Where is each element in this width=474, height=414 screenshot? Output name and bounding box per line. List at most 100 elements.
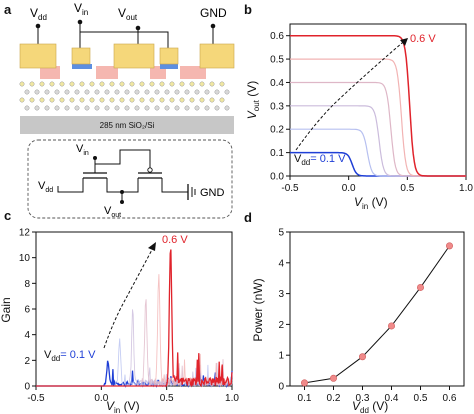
lattice-atom bbox=[124, 89, 130, 95]
lattice-atom bbox=[174, 89, 180, 95]
power-point-0.6 bbox=[445, 242, 453, 250]
lattice-atom bbox=[54, 89, 60, 95]
annotation-low-sub-b: dd bbox=[301, 158, 310, 167]
lattice-atom bbox=[64, 89, 70, 95]
circuit-diagram: Vin Vdd Vout GND bbox=[27, 139, 233, 219]
lattice-atom bbox=[179, 97, 185, 103]
panel-b-xtick-label: 1.0 bbox=[459, 183, 473, 194]
power-line bbox=[304, 245, 450, 384]
lattice-atom bbox=[204, 89, 210, 95]
panel-c-ytick-label: 6 bbox=[24, 305, 30, 316]
lattice-atom bbox=[69, 81, 75, 87]
lattice-atom bbox=[74, 105, 80, 111]
panel-c-ytick-label: 4 bbox=[24, 330, 30, 341]
svg-text:Vin: Vin bbox=[76, 143, 89, 157]
lattice-atom bbox=[79, 81, 85, 87]
circuit-vdd-label: V bbox=[38, 180, 46, 192]
channel-layers bbox=[40, 66, 206, 79]
substrate-label: 285 nm SiO₂/Si bbox=[100, 121, 155, 130]
panel-d-xtick-label: 0.6 bbox=[443, 393, 457, 404]
panel-d-plot bbox=[300, 242, 453, 387]
annotation-low-b: = 0.1 V bbox=[310, 153, 346, 165]
power-point-0.1 bbox=[300, 379, 308, 387]
lattice-atom bbox=[109, 97, 115, 103]
lattice-atom bbox=[134, 105, 140, 111]
panel-d-frame bbox=[289, 231, 465, 387]
lattice-atom bbox=[159, 97, 165, 103]
xlabel-d: V bbox=[352, 399, 361, 413]
svg-text:Vdd= 0.1 V: Vdd= 0.1 V bbox=[294, 153, 346, 167]
lattice-atom bbox=[184, 105, 190, 111]
svg-text:Vdd: Vdd bbox=[30, 6, 47, 22]
terminal-vin-label: V bbox=[74, 1, 82, 15]
terminal-vout-sub: out bbox=[126, 13, 138, 22]
lattice-atom bbox=[104, 89, 110, 95]
panel-d-xtick-label: 0.3 bbox=[356, 393, 370, 404]
circuit-vout-label: V bbox=[104, 205, 112, 217]
vtc-curve-vdd-0.6 bbox=[290, 34, 466, 177]
lattice-atom bbox=[104, 105, 110, 111]
annotation-low-sub-c: dd bbox=[51, 354, 60, 363]
lattice-atom bbox=[74, 89, 80, 95]
panel-c-ytick-label: 8 bbox=[24, 279, 30, 290]
lattice-atom bbox=[59, 81, 65, 87]
terminal-vdd-label: V bbox=[30, 6, 38, 20]
lattice-atom bbox=[64, 105, 70, 111]
lattice-atom bbox=[54, 105, 60, 111]
trend-arrowhead-c bbox=[148, 242, 156, 251]
panel-d-xtick-label: 0.1 bbox=[298, 393, 312, 404]
panel-b-xtick-label: 0.0 bbox=[342, 183, 356, 194]
panel-b-ytick-label: 0.5 bbox=[270, 55, 284, 66]
lattice-atom bbox=[129, 81, 135, 87]
annotation-low-prefix-c: V bbox=[44, 349, 52, 361]
xlabel-unit-b: (V) bbox=[368, 195, 387, 209]
lattice-atom bbox=[169, 97, 175, 103]
ylabel-b: V bbox=[245, 110, 259, 119]
lattice-atom bbox=[154, 105, 160, 111]
lattice-atom bbox=[209, 81, 215, 87]
lattice-atom bbox=[119, 97, 125, 103]
svg-text:Vdd= 0.1 V: Vdd= 0.1 V bbox=[44, 349, 96, 363]
svg-text:Vout: Vout bbox=[118, 6, 138, 22]
lattice-atom bbox=[199, 97, 205, 103]
circuit-vin-sub: in bbox=[83, 150, 89, 157]
lattice-atom bbox=[219, 97, 225, 103]
annotation-high-b: 0.6 V bbox=[410, 33, 436, 45]
panel-c-ytick-label: 0 bbox=[24, 382, 30, 393]
svg-text:Vout (V): Vout (V) bbox=[245, 81, 261, 119]
lattice-atom bbox=[29, 81, 35, 87]
xlabel-unit-d: (V) bbox=[369, 399, 388, 413]
lattice-atom bbox=[124, 105, 130, 111]
ylabel-sub-b: out bbox=[252, 99, 261, 111]
panel-b-xtick-label: -0.5 bbox=[281, 183, 299, 194]
panel-c-curves bbox=[36, 249, 233, 388]
ylabel-d: Power (nW) bbox=[251, 278, 265, 341]
lattice-atom bbox=[59, 97, 65, 103]
lattice-atom bbox=[79, 97, 85, 103]
lattice-atom bbox=[19, 81, 25, 87]
gain-curve-vdd-0.6 bbox=[36, 249, 233, 388]
lattice-atom bbox=[214, 105, 220, 111]
svg-text:Vin: Vin bbox=[74, 1, 88, 17]
panel-c-ytick-label: 2 bbox=[24, 356, 30, 367]
panel-b-ytick-label: 0.2 bbox=[270, 125, 284, 136]
panel-label-c: c bbox=[4, 208, 11, 223]
atomic-lattice bbox=[19, 81, 230, 111]
lattice-atom bbox=[89, 81, 95, 87]
panel-label-d: d bbox=[244, 210, 252, 225]
panel-b: b -0.5 0.0 0.5 1.00.00.10.20.30.40.50.6 0.6… bbox=[244, 2, 473, 211]
lattice-atom bbox=[189, 81, 195, 87]
trend-arrow-b bbox=[295, 37, 409, 151]
lattice-atom bbox=[119, 81, 125, 87]
lattice-atom bbox=[24, 105, 30, 111]
svg-text:Vout: Vout bbox=[104, 205, 121, 219]
lattice-atom bbox=[189, 97, 195, 103]
xlabel-sub-b: in bbox=[362, 202, 368, 211]
lattice-atom bbox=[144, 105, 150, 111]
svg-text:Vin (V): Vin (V) bbox=[106, 399, 140, 414]
lattice-atom bbox=[194, 89, 200, 95]
terminal-vdd-sub: dd bbox=[38, 13, 47, 22]
lattice-atom bbox=[134, 89, 140, 95]
panel-d-xtick-label: 0.4 bbox=[385, 393, 399, 404]
lattice-atom bbox=[19, 97, 25, 103]
